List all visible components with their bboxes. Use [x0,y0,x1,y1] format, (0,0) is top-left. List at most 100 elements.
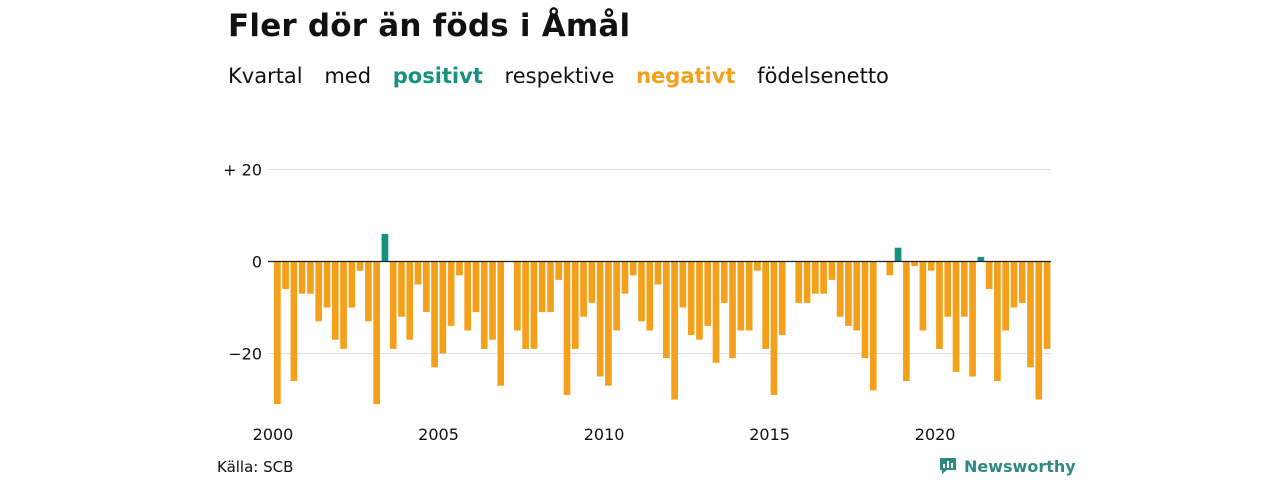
bar [654,261,662,285]
bar [886,261,894,276]
bar [646,261,654,331]
bar [969,261,976,377]
bar [381,233,389,262]
bar [563,261,571,395]
brand-name: Newsworthy [964,456,1076,476]
bar [1002,261,1010,331]
bar [621,261,629,294]
bar [323,261,331,308]
bar [985,261,993,290]
bar [274,261,281,405]
bar [447,261,455,326]
bar [853,261,861,331]
bar [936,261,943,349]
subtitle-word: respektive [504,64,615,88]
bar [1043,261,1051,349]
bar [960,261,968,317]
bar [456,261,463,276]
bar [977,256,985,262]
newsworthy-logo-icon [940,458,956,474]
bar [762,261,769,349]
bar [679,261,687,308]
y-tick-label: −20 [228,345,262,364]
x-tick-label: 2010 [584,425,625,444]
bar [613,261,621,331]
bar [298,261,306,294]
bar [514,261,521,331]
bar [1010,261,1018,308]
bar [497,261,505,386]
x-tick-label: 2005 [418,425,459,444]
y-tick-label: + 20 [223,161,262,180]
bar [927,261,935,271]
bar [919,261,927,331]
bar [836,261,844,317]
chart-title: Fler dör än föds i Åmål [228,8,631,44]
bar [547,261,554,313]
bar [944,261,952,317]
bar [696,261,703,340]
bar [952,261,960,372]
bar [431,261,438,368]
bar [580,261,587,317]
bar [754,261,761,271]
bar [596,261,604,377]
bar [538,261,546,313]
bar [638,261,645,322]
x-tick-label: 2020 [915,425,956,444]
bar [911,261,918,267]
bar [629,261,637,276]
bar [1035,261,1043,400]
bar [389,261,397,349]
bar [282,261,289,290]
bar [340,261,347,349]
bar [365,261,372,322]
y-tick-label: 0 [252,253,262,272]
bar [489,261,496,340]
bar [422,261,430,313]
bar [571,261,579,349]
bar [803,261,811,303]
bar [704,261,712,326]
subtitle-word: födelsenetto [757,64,889,88]
subtitle-word: med [324,64,372,88]
bar [307,261,314,294]
subtitle-negative-label: negativt [636,64,736,88]
bar [894,247,902,262]
bar [737,261,745,331]
bar [398,261,405,317]
bar [903,261,910,382]
bar [712,261,720,363]
chart-subtitle: Kvartal med positivt respektive negativt… [228,64,904,88]
bar [795,261,803,303]
subtitle-positive-label: positivt [392,64,483,88]
bar [406,261,414,340]
bar [530,261,538,349]
bar [1018,261,1026,303]
bar [588,261,596,303]
bar [439,261,447,354]
bar [861,261,869,359]
bar [845,261,852,326]
bar [373,261,380,405]
bar [464,261,472,331]
x-tick-label: 2000 [253,425,294,444]
bar [356,261,364,271]
bar [331,261,339,340]
bar [472,261,480,313]
brand-logo: Newsworthy [938,456,1076,476]
bar [778,261,786,336]
bar [1027,261,1034,368]
bar [414,261,422,285]
bar [522,261,529,349]
bar [720,261,728,303]
x-tick-label: 2015 [749,425,790,444]
bar [729,261,736,359]
bar [480,261,488,349]
bar [315,261,323,322]
bar [663,261,670,359]
source-label: Källa: SCB [217,458,294,476]
bar [348,261,356,308]
bar [290,261,298,382]
